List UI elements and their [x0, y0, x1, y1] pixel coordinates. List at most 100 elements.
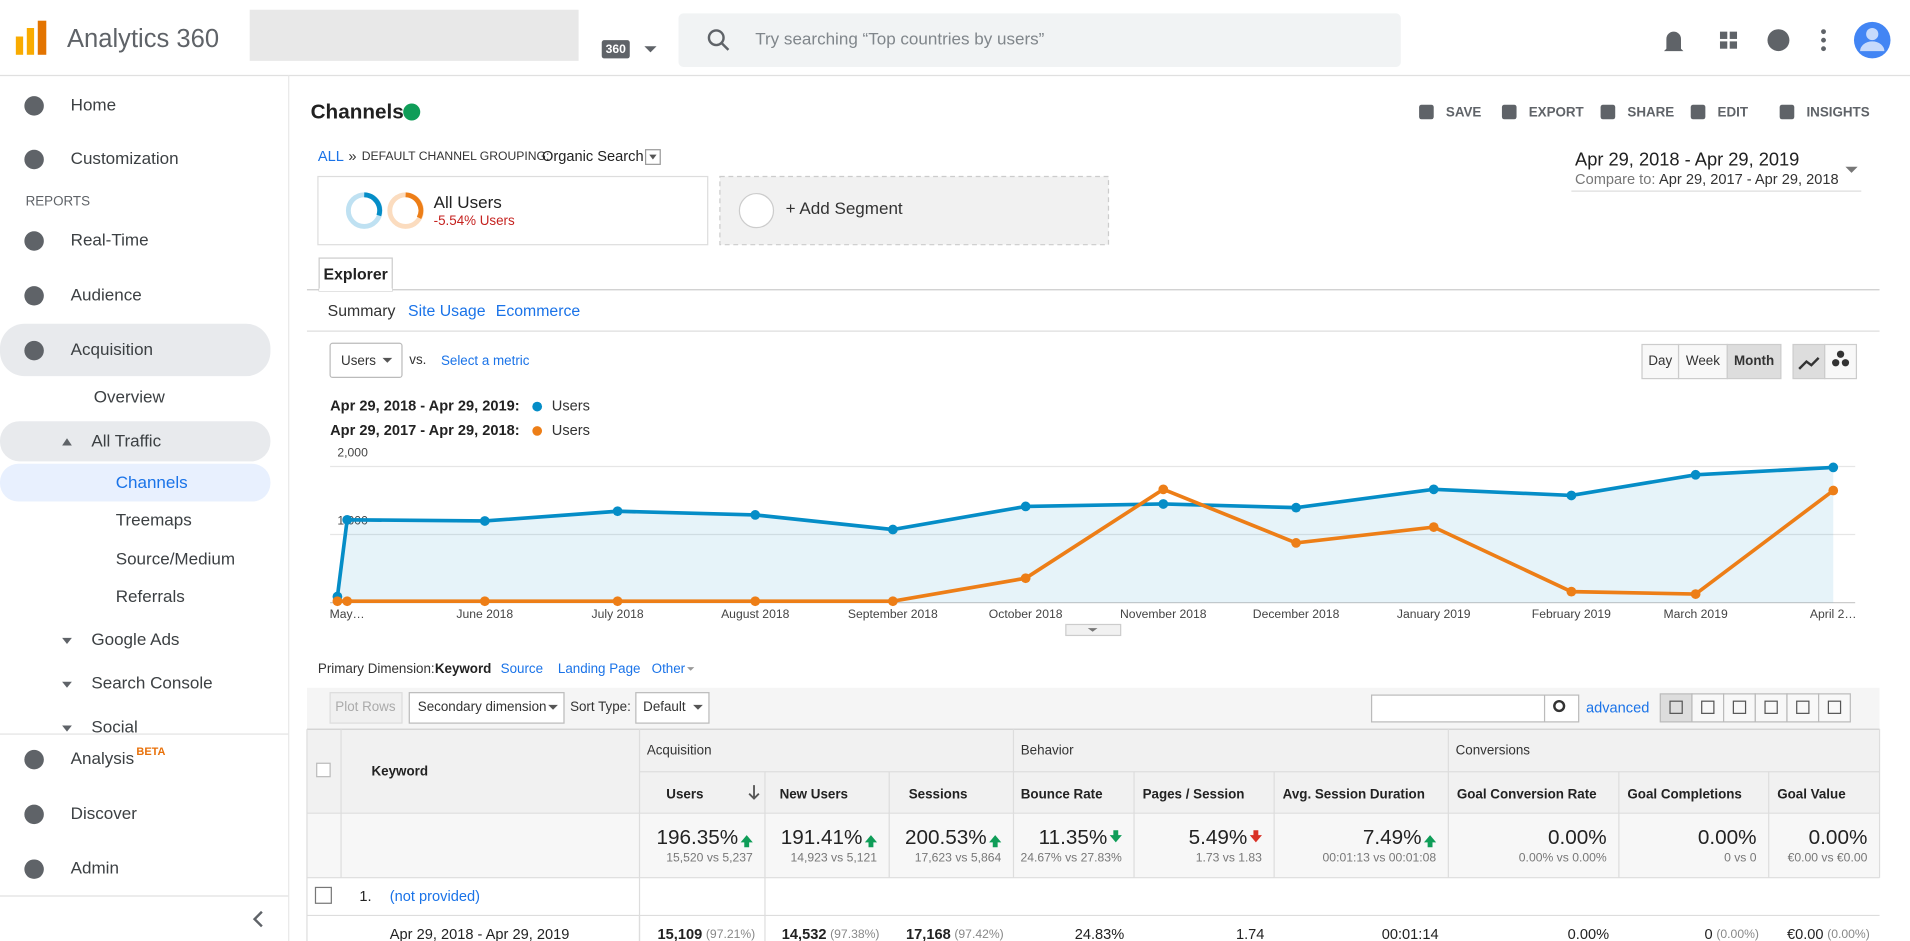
nav-item[interactable]: Search Console	[91, 674, 212, 693]
nav-icon	[24, 149, 44, 170]
search-icon	[1553, 699, 1566, 713]
more-icon[interactable]	[1821, 46, 1826, 52]
row-range: Apr 29, 2018 - Apr 29, 2019	[390, 927, 570, 941]
nav-item[interactable]: Audience	[71, 285, 142, 304]
subtab[interactable]: Ecommerce	[496, 303, 581, 320]
total-value: 11.35%	[1039, 826, 1108, 849]
nav-item[interactable]: Referrals	[116, 587, 185, 606]
view-toggle[interactable]	[1786, 693, 1820, 723]
cell-number: €0.00	[1787, 927, 1824, 941]
nav-item[interactable]: All Traffic	[91, 431, 161, 450]
column-header[interactable]: Bounce Rate	[1021, 786, 1103, 801]
nav-item[interactable]: Social	[91, 717, 137, 736]
column-header[interactable]: New Users	[780, 786, 848, 801]
add-segment[interactable]	[719, 175, 1110, 246]
view-toggle[interactable]	[1754, 693, 1788, 723]
nav-item[interactable]: Admin	[71, 859, 119, 878]
cell-share: (97.38%)	[830, 927, 879, 941]
nav-item[interactable]: Real-Time	[71, 231, 149, 250]
nav-item[interactable]: Home	[71, 95, 116, 114]
more-icon[interactable]	[1821, 29, 1826, 35]
select-all-checkbox[interactable]	[316, 762, 331, 778]
action-button[interactable]: EXPORT	[1529, 105, 1585, 120]
subtab[interactable]: Site Usage	[408, 303, 486, 320]
total-value: 5.49%	[1189, 826, 1248, 849]
subtab[interactable]: Summary	[328, 303, 396, 320]
nav-item[interactable]: Acquisition	[71, 340, 153, 359]
action-icon	[1600, 104, 1616, 120]
cell-value: 0 (0.00%)	[1705, 927, 1759, 941]
help-icon[interactable]	[1767, 29, 1790, 52]
column-header[interactable]: Goal Value	[1777, 786, 1845, 801]
segment-card	[317, 175, 709, 246]
nav-item[interactable]: Channels	[116, 473, 188, 492]
nav-item[interactable]: Analysis	[71, 749, 134, 768]
dimension-link[interactable]: Source	[501, 661, 543, 676]
action-icon	[1501, 104, 1517, 120]
add-segment-text[interactable]: + Add Segment	[786, 199, 903, 218]
total-compare: 0.00% vs 0.00%	[1519, 850, 1607, 864]
account-selector[interactable]	[249, 9, 579, 61]
dimension-link[interactable]: Keyword	[435, 661, 492, 676]
nav-item[interactable]: Source/Medium	[116, 549, 235, 568]
nav-item[interactable]: Google Ads	[91, 630, 179, 649]
cell-number: 0.00%	[1568, 927, 1609, 941]
granularity-button[interactable]	[1726, 343, 1782, 380]
more-icon[interactable]	[1821, 37, 1826, 43]
view-icon	[1764, 700, 1778, 714]
action-button[interactable]: EDIT	[1718, 105, 1749, 120]
search-box[interactable]	[678, 13, 1401, 67]
data-point	[332, 596, 343, 607]
row-keyword[interactable]: (not provided)	[390, 889, 480, 905]
granularity-label[interactable]: Day	[1648, 353, 1672, 368]
action-button[interactable]: SHARE	[1627, 105, 1674, 120]
column-header[interactable]: Sessions	[909, 786, 968, 801]
view-toggle[interactable]	[1723, 693, 1756, 723]
granularity-label[interactable]: Month	[1734, 353, 1774, 368]
x-tick-label: August 2018	[721, 607, 790, 621]
granularity-label[interactable]: Week	[1686, 353, 1720, 368]
table-search[interactable]	[1370, 694, 1580, 723]
view-toggle[interactable]	[1691, 693, 1725, 723]
cell-value: 0.00%	[1568, 927, 1609, 941]
cell-value: 24.83%	[1075, 927, 1125, 941]
view-toggle[interactable]	[1659, 693, 1693, 723]
nav-item[interactable]: Discover	[71, 804, 138, 823]
date-range[interactable]: Apr 29, 2018 - Apr 29, 2019	[1575, 149, 1799, 170]
nav-item[interactable]: Overview	[94, 388, 166, 407]
cell-share: (0.00%)	[1716, 927, 1759, 941]
action-button[interactable]: INSIGHTS	[1806, 105, 1869, 120]
chart-toggle[interactable]	[1792, 343, 1826, 380]
dimension-link[interactable]: Other	[652, 661, 686, 676]
column-header[interactable]: Avg. Session Duration	[1283, 786, 1425, 801]
granularity-button[interactable]	[1641, 343, 1680, 380]
dropdown-arrow	[1087, 628, 1098, 632]
row-checkbox[interactable]	[314, 886, 332, 904]
notification-icon[interactable]	[1663, 31, 1684, 52]
nav-item[interactable]: Treemaps	[116, 511, 192, 530]
tab-label[interactable]: Explorer	[324, 266, 388, 283]
cell-share: (0.00%)	[1827, 927, 1870, 941]
segment-change: -5.54% Users	[434, 213, 515, 228]
badge	[601, 40, 630, 59]
metric-dropdown[interactable]	[329, 342, 403, 378]
column-header[interactable]: Goal Conversion Rate	[1457, 786, 1597, 801]
data-point	[1020, 573, 1031, 584]
chart-toggle[interactable]	[1824, 343, 1858, 380]
secondary-dimension[interactable]	[408, 692, 565, 724]
column-header[interactable]: Pages / Session	[1143, 786, 1245, 801]
legend-swatch	[532, 401, 543, 412]
nav-item[interactable]: Customization	[71, 149, 179, 168]
granularity-button[interactable]	[1677, 343, 1728, 380]
select-metric[interactable]: Select a metric	[441, 353, 530, 368]
advanced-link[interactable]: advanced	[1586, 700, 1649, 716]
action-button[interactable]: SAVE	[1446, 105, 1482, 120]
column-header[interactable]: Goal Completions	[1627, 786, 1741, 801]
secondary-dimension-label: Secondary dimension	[418, 699, 547, 714]
breadcrumb-link[interactable]: ALL	[318, 149, 344, 165]
collapse-icon[interactable]	[252, 910, 263, 928]
dimension-link[interactable]: Landing Page	[558, 661, 641, 676]
view-toggle[interactable]	[1818, 693, 1851, 723]
column-header[interactable]: Users	[666, 786, 703, 801]
